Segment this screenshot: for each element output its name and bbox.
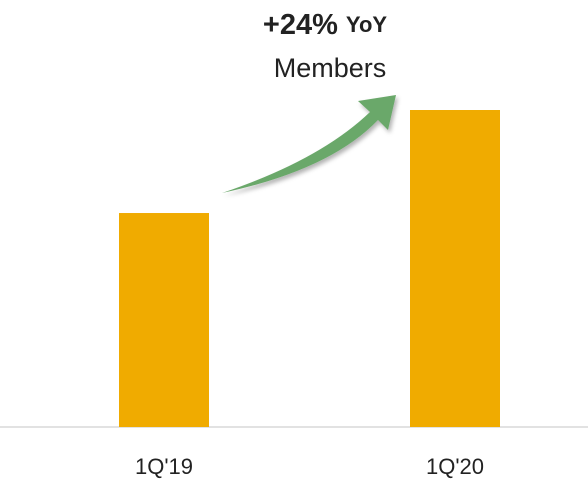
- bar: [410, 110, 500, 427]
- annotation-headline: +24% YoY: [263, 9, 387, 41]
- x-tick-label: 1Q'20: [426, 454, 484, 479]
- change-label: +24%: [263, 9, 338, 41]
- growth-arrow: [222, 95, 396, 193]
- x-tick-label: 1Q'19: [135, 454, 193, 479]
- period-label: YoY: [346, 12, 387, 37]
- metric-label: Members: [274, 53, 387, 83]
- bar: [119, 213, 209, 427]
